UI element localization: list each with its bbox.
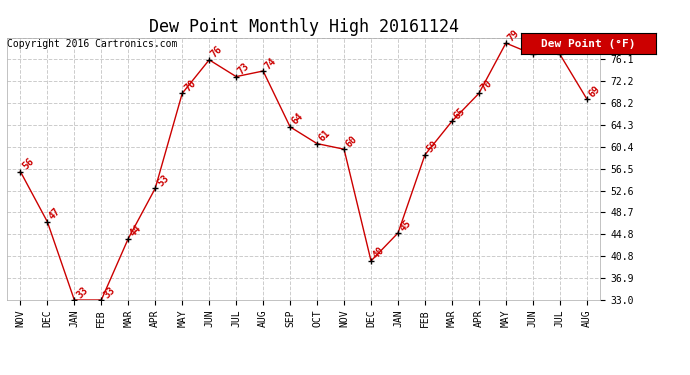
Text: 61: 61 (317, 128, 333, 144)
Text: 33: 33 (101, 285, 117, 300)
Text: 47: 47 (48, 206, 63, 222)
Text: 77: 77 (533, 39, 549, 54)
Text: 79: 79 (506, 28, 521, 43)
Text: 59: 59 (425, 140, 440, 155)
Text: 70: 70 (182, 78, 197, 93)
Title: Dew Point Monthly High 20161124: Dew Point Monthly High 20161124 (148, 18, 459, 36)
Text: Dew Point (°F): Dew Point (°F) (541, 39, 635, 48)
Text: 60: 60 (344, 134, 359, 149)
Text: Copyright 2016 Cartronics.com: Copyright 2016 Cartronics.com (7, 39, 177, 49)
Text: 45: 45 (398, 217, 413, 233)
Text: 44: 44 (128, 223, 144, 238)
Text: 65: 65 (452, 106, 467, 121)
Text: 69: 69 (586, 84, 602, 99)
Text: 70: 70 (479, 78, 494, 93)
Text: 76: 76 (209, 45, 224, 60)
Text: 53: 53 (155, 173, 170, 188)
Text: 33: 33 (75, 285, 90, 300)
Text: 56: 56 (21, 156, 36, 171)
Text: 74: 74 (263, 56, 279, 71)
Text: 40: 40 (371, 246, 386, 261)
Text: 77: 77 (560, 39, 575, 54)
Text: 73: 73 (236, 61, 252, 76)
Text: 64: 64 (290, 111, 306, 127)
